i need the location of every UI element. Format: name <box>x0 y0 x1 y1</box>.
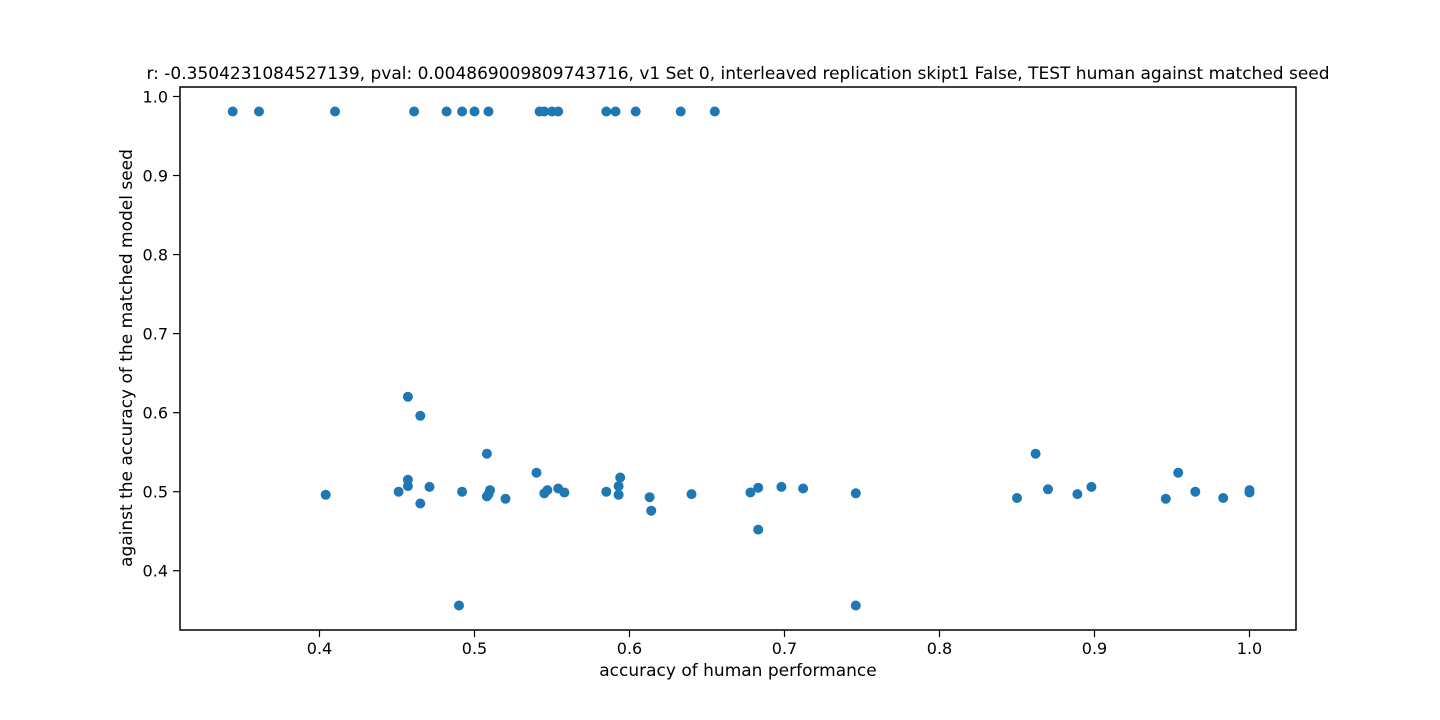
scatter-point-48 <box>1072 489 1083 500</box>
scatter-point-19 <box>481 448 492 459</box>
x-axis-label: accuracy of human performance <box>599 661 876 681</box>
scatter-point-32 <box>798 483 809 494</box>
y-axis-label: against the accuracy of the matched mode… <box>117 149 137 567</box>
scatter-point-60 <box>454 600 464 611</box>
scatter-point-44 <box>850 488 861 499</box>
scatter-point-18 <box>415 410 426 421</box>
y-tick-label: 0.9 <box>143 167 168 186</box>
x-axis-ticks: 0.4 0.5 0.6 0.7 0.8 0.9 1.0 <box>307 630 1262 658</box>
scatter-point-4 <box>441 106 452 117</box>
scatter-point-27 <box>613 481 624 492</box>
scatter-point-45 <box>539 488 550 499</box>
scatter-point-2 <box>330 106 340 117</box>
scatter-point-20 <box>1030 448 1041 459</box>
x-tick-label: 0.7 <box>772 639 797 658</box>
scatter-point-61 <box>850 600 861 611</box>
scatter-point-14 <box>630 106 641 117</box>
scatter-point-42 <box>559 487 570 498</box>
chart-title: r: -0.3504231084527139, pval: 0.00486900… <box>146 64 1329 84</box>
scatter-point-26 <box>424 481 435 492</box>
scatter-point-0 <box>227 106 238 117</box>
scatter-point-49 <box>320 489 331 500</box>
scatter-point-43 <box>745 487 756 498</box>
scatter-point-54 <box>1218 493 1229 503</box>
scatter-points <box>227 106 1255 611</box>
scatter-point-11 <box>553 106 564 117</box>
scatter-point-59 <box>753 524 764 535</box>
scatter-point-7 <box>483 106 494 117</box>
scatter-point-25 <box>402 481 413 492</box>
y-tick-label: 0.6 <box>143 404 168 423</box>
scatter-point-17 <box>402 391 413 402</box>
y-tick-label: 1.0 <box>143 87 168 106</box>
scatter-point-22 <box>1173 467 1184 478</box>
scatter-point-15 <box>675 106 686 117</box>
scatter-point-50 <box>613 489 624 500</box>
scatter-point-1 <box>254 106 264 117</box>
scatter-point-29 <box>1086 481 1097 492</box>
y-tick-label: 0.8 <box>143 246 168 265</box>
scatter-point-47 <box>686 489 697 500</box>
scatter-point-37 <box>393 486 404 497</box>
scatter-point-16 <box>709 106 720 117</box>
x-tick-label: 0.4 <box>307 639 332 658</box>
x-tick-label: 0.5 <box>462 639 487 658</box>
scatter-point-6 <box>469 106 480 117</box>
scatter-point-9 <box>539 106 550 117</box>
scatter-point-40 <box>1190 486 1201 497</box>
scatter-point-30 <box>753 482 764 493</box>
scatter-point-21 <box>531 467 542 478</box>
scatter-point-52 <box>644 492 655 503</box>
scatter-point-55 <box>500 493 511 504</box>
scatter-point-53 <box>1012 493 1022 503</box>
scatter-point-12 <box>601 106 612 117</box>
scatter-point-39 <box>601 486 612 497</box>
scatter-point-56 <box>1160 493 1171 504</box>
scatter-point-58 <box>646 505 657 516</box>
x-tick-label: 0.8 <box>927 639 952 658</box>
scatter-point-38 <box>457 486 468 497</box>
x-tick-label: 0.9 <box>1082 639 1107 658</box>
y-axis-ticks: 0.4 0.5 0.6 0.7 0.8 0.9 1.0 <box>143 87 180 581</box>
x-tick-label: 1.0 <box>1237 639 1262 658</box>
scatter-point-3 <box>409 106 420 117</box>
scatter-point-51 <box>481 491 492 502</box>
y-tick-label: 0.4 <box>143 562 168 581</box>
x-tick-label: 0.6 <box>617 639 642 658</box>
scatter-point-35 <box>1043 484 1053 495</box>
scatter-point-57 <box>415 498 426 509</box>
y-tick-label: 0.5 <box>143 483 168 502</box>
scatter-point-5 <box>457 106 468 117</box>
scatter-point-23 <box>615 472 626 483</box>
y-tick-label: 0.7 <box>143 325 168 344</box>
scatter-point-13 <box>610 106 621 117</box>
scatter-point-28 <box>776 481 787 492</box>
scatter-point-41 <box>1244 487 1255 498</box>
plot-area-frame <box>179 86 1297 631</box>
